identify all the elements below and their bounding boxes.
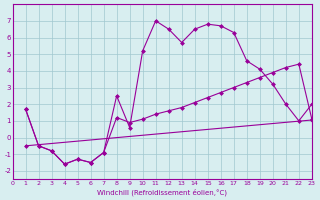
X-axis label: Windchill (Refroidissement éolien,°C): Windchill (Refroidissement éolien,°C): [97, 188, 227, 196]
